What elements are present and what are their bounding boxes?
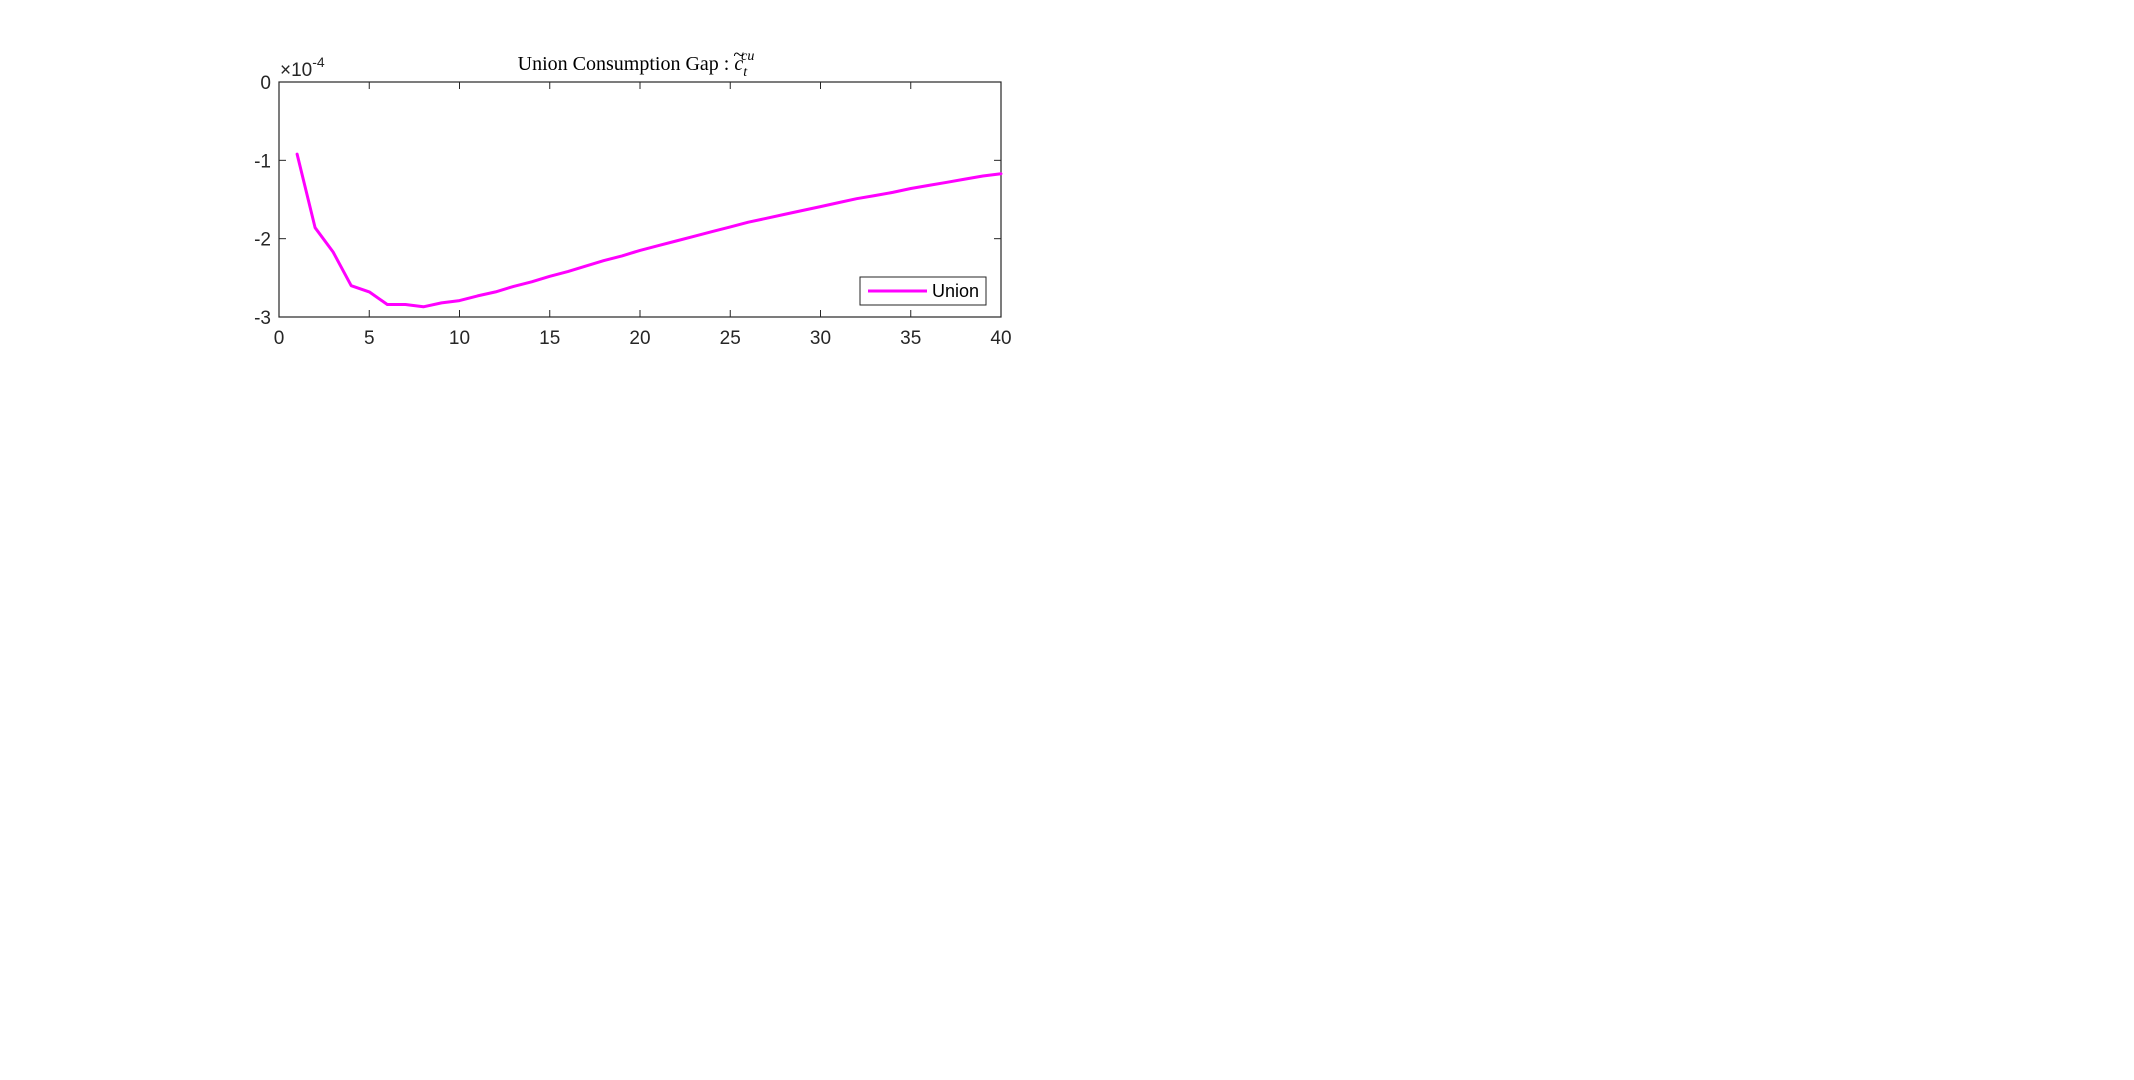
y-tick-label: -3 [254,308,271,329]
y-tick-label: -2 [254,230,271,251]
x-tick-label: 20 [629,328,650,349]
x-tick-label: 10 [449,328,470,349]
y-axis-exponent: ×10-4 [280,54,325,81]
chart-title-symbol: c [734,53,743,75]
x-tick-label: 5 [364,328,375,349]
chart-title-prefix: Union Consumption Gap : [518,53,735,75]
x-axis: 0 5 10 15 20 25 30 35 40 [274,82,1012,349]
legend-label-union: Union [932,281,979,301]
series-line-union [295,152,1003,309]
y-tick-label: 0 [260,73,271,94]
chart-title: Union Consumption Gap : ctcu [518,49,755,80]
x-tick-label: 25 [720,328,741,349]
y-axis-exponent-base: ×10 [280,60,312,81]
y-tick-label: -1 [254,151,271,172]
y-axis-exponent-power: -4 [312,54,325,70]
legend: Union [859,276,987,306]
chart-title-subscript: t [743,65,748,80]
x-tick-label: 30 [810,328,831,349]
x-tick-label: 40 [990,328,1011,349]
y-axis: 0 -1 -2 -3 [254,73,1001,329]
x-tick-label: 15 [539,328,560,349]
x-tick-label: 35 [900,328,921,349]
chart-title-accent: ~ [733,44,744,66]
chart-title-superscript: cu [741,49,754,64]
x-tick-label: 0 [274,328,285,349]
